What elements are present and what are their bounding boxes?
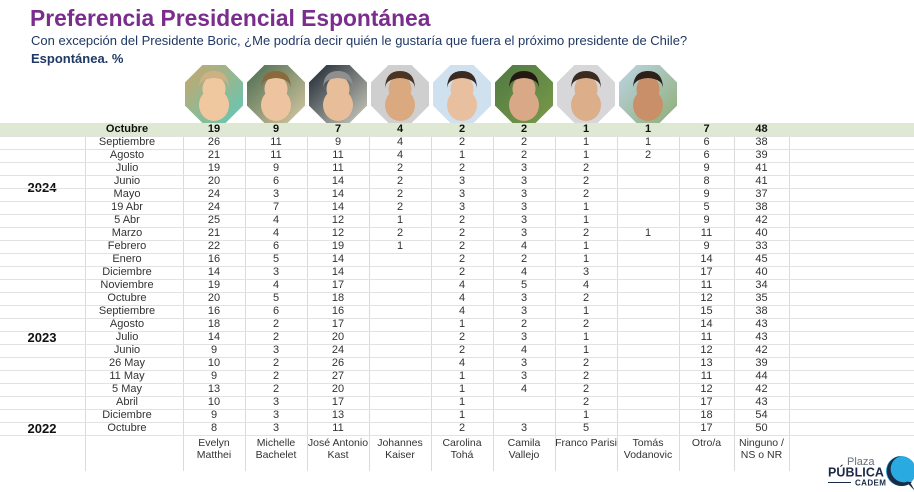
svg-text:PÚBLICA: PÚBLICA [828, 465, 884, 480]
svg-text:CADEM: CADEM [855, 479, 886, 488]
